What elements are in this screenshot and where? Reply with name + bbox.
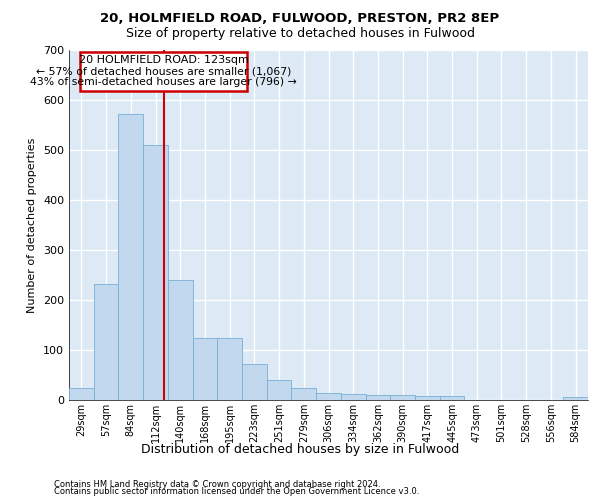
Text: 20 HOLMFIELD ROAD: 123sqm: 20 HOLMFIELD ROAD: 123sqm (79, 55, 248, 65)
Bar (365, 395, 390, 400)
Y-axis label: Number of detached properties: Number of detached properties (28, 138, 37, 312)
Bar (242, 364, 267, 400)
Text: Contains public sector information licensed under the Open Government Licence v3: Contains public sector information licen… (54, 488, 419, 496)
Bar (341, 394, 365, 400)
Bar (193, 338, 217, 400)
Bar (316, 392, 341, 400)
Bar (118, 114, 143, 400)
Bar (440, 396, 464, 400)
Text: Size of property relative to detached houses in Fulwood: Size of property relative to detached ho… (125, 28, 475, 40)
Bar (168, 280, 193, 400)
Bar (267, 380, 292, 400)
FancyBboxPatch shape (80, 52, 247, 91)
Text: Contains HM Land Registry data © Crown copyright and database right 2024.: Contains HM Land Registry data © Crown c… (54, 480, 380, 489)
Bar (415, 396, 440, 400)
Bar (563, 396, 588, 400)
Text: ← 57% of detached houses are smaller (1,067): ← 57% of detached houses are smaller (1,… (36, 66, 291, 76)
Text: Distribution of detached houses by size in Fulwood: Distribution of detached houses by size … (141, 442, 459, 456)
Bar (94, 284, 118, 400)
Text: 43% of semi-detached houses are larger (796) →: 43% of semi-detached houses are larger (… (30, 77, 297, 87)
Bar (69, 388, 94, 400)
Text: 20, HOLMFIELD ROAD, FULWOOD, PRESTON, PR2 8EP: 20, HOLMFIELD ROAD, FULWOOD, PRESTON, PR… (100, 12, 500, 26)
Bar (217, 338, 242, 400)
Bar (292, 388, 316, 400)
Bar (143, 145, 168, 400)
Bar (390, 395, 415, 400)
